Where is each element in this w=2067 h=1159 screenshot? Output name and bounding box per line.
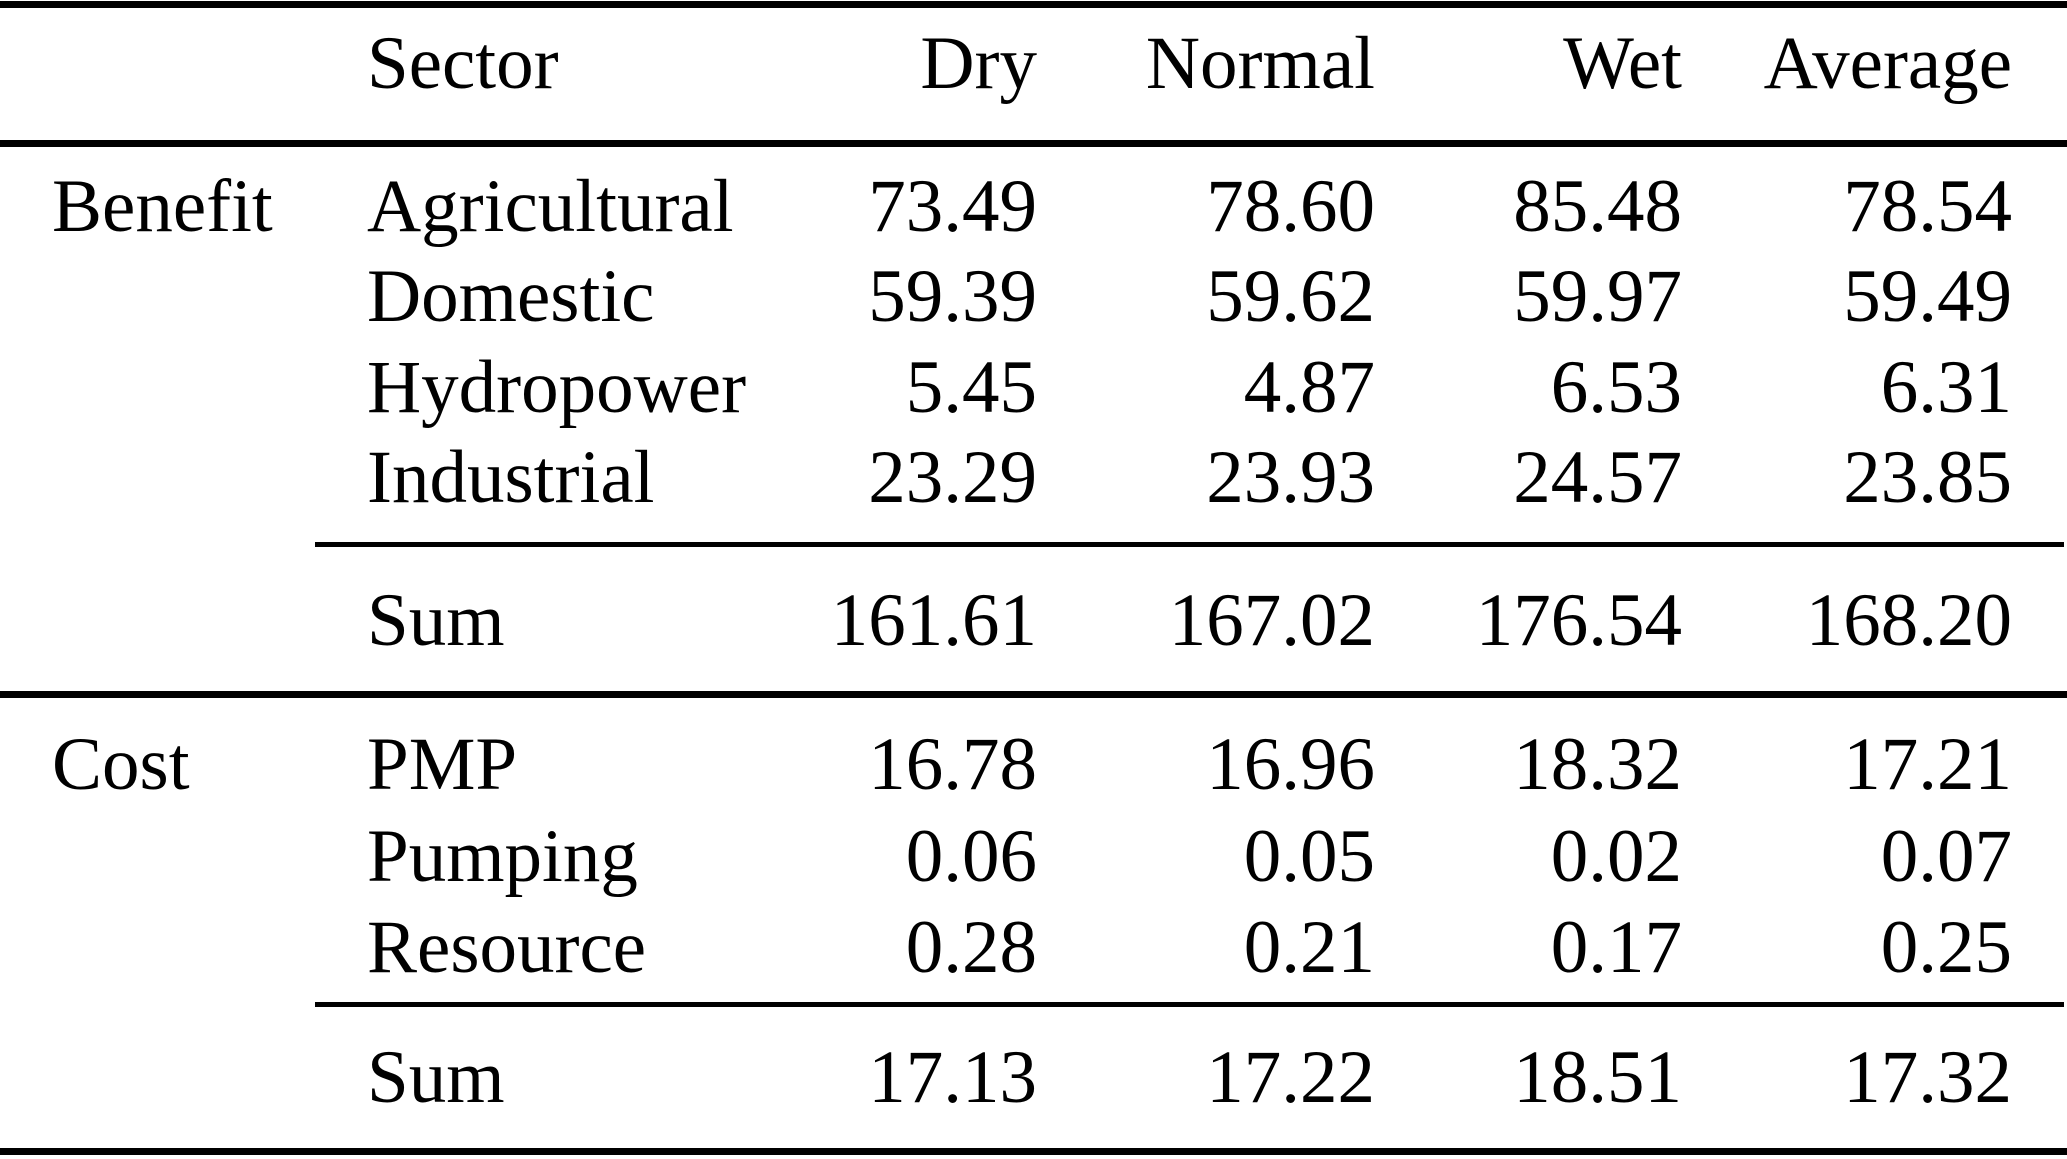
value-cell-wet: 18.32 <box>1513 722 1682 806</box>
sum-cell-average: 17.32 <box>1843 1035 2012 1119</box>
sector-cell: Hydropower <box>367 345 747 429</box>
header-normal: Normal <box>1145 21 1375 105</box>
table-row-pmp: Cost PMP 16.78 16.96 18.32 17.21 <box>0 719 2067 810</box>
value-cell-dry: 16.78 <box>868 722 1037 806</box>
table-row-domestic: Domestic 59.39 59.62 59.97 59.49 <box>0 251 2067 342</box>
value-cell-normal: 23.93 <box>1206 435 1375 519</box>
bottom-rule <box>0 1148 2067 1155</box>
sector-cell: Domestic <box>367 254 655 338</box>
value-cell-wet: 0.02 <box>1550 814 1682 898</box>
header-row: Sector Dry Normal Wet Average <box>0 18 2067 109</box>
value-cell-dry: 23.29 <box>868 435 1037 519</box>
header-sector: Sector <box>367 21 559 105</box>
value-cell-average: 0.25 <box>1880 905 2012 989</box>
section-divider-rule <box>0 691 2067 698</box>
sector-cell: PMP <box>367 722 518 806</box>
header-average: Average <box>1763 21 2012 105</box>
value-cell-normal: 4.87 <box>1243 345 1375 429</box>
value-cell-dry: 73.49 <box>868 164 1037 248</box>
header-rule <box>0 140 2067 147</box>
sum-cell-average: 168.20 <box>1805 578 2012 662</box>
sum-label: Sum <box>367 578 505 662</box>
table-row-industrial: Industrial 23.29 23.93 24.57 23.85 <box>0 432 2067 523</box>
value-cell-normal: 16.96 <box>1206 722 1375 806</box>
value-cell-normal: 78.60 <box>1206 164 1375 248</box>
sector-cell: Industrial <box>367 435 655 519</box>
group-label-benefit: Benefit <box>52 164 273 248</box>
sum-cell-dry: 17.13 <box>868 1035 1037 1119</box>
value-cell-wet: 59.97 <box>1513 254 1682 338</box>
table-row-resource: Resource 0.28 0.21 0.17 0.25 <box>0 902 2067 993</box>
top-rule <box>0 1 2067 8</box>
value-cell-average: 78.54 <box>1843 164 2012 248</box>
value-cell-wet: 24.57 <box>1513 435 1682 519</box>
value-cell-dry: 0.28 <box>905 905 1037 989</box>
sector-cell: Pumping <box>367 814 638 898</box>
value-cell-average: 23.85 <box>1843 435 2012 519</box>
value-cell-average: 17.21 <box>1843 722 2012 806</box>
value-cell-dry: 5.45 <box>905 345 1037 429</box>
table-row-pumping: Pumping 0.06 0.05 0.02 0.07 <box>0 811 2067 902</box>
value-cell-average: 0.07 <box>1880 814 2012 898</box>
table-row-benefit-sum: Sum 161.61 167.02 176.54 168.20 <box>0 575 2067 666</box>
table-row-agricultural: Benefit Agricultural 73.49 78.60 85.48 7… <box>0 161 2067 252</box>
sector-cell: Agricultural <box>367 164 734 248</box>
group-label-cost: Cost <box>52 722 190 806</box>
cost-sum-rule <box>315 1002 2064 1007</box>
value-cell-normal: 0.05 <box>1243 814 1375 898</box>
value-cell-wet: 6.53 <box>1550 345 1682 429</box>
sum-cell-normal: 167.02 <box>1168 578 1375 662</box>
value-cell-wet: 85.48 <box>1513 164 1682 248</box>
value-cell-average: 6.31 <box>1880 345 2012 429</box>
value-cell-normal: 0.21 <box>1243 905 1375 989</box>
value-cell-wet: 0.17 <box>1550 905 1682 989</box>
sum-cell-wet: 176.54 <box>1475 578 1682 662</box>
value-cell-normal: 59.62 <box>1206 254 1375 338</box>
sum-label: Sum <box>367 1035 505 1119</box>
table-row-cost-sum: Sum 17.13 17.22 18.51 17.32 <box>0 1032 2067 1123</box>
benefit-sum-rule <box>315 542 2064 547</box>
table-row-hydropower: Hydropower 5.45 4.87 6.53 6.31 <box>0 342 2067 433</box>
sum-cell-normal: 17.22 <box>1206 1035 1375 1119</box>
sector-cell: Resource <box>367 905 647 989</box>
value-cell-dry: 0.06 <box>905 814 1037 898</box>
sum-cell-dry: 161.61 <box>830 578 1037 662</box>
sum-cell-wet: 18.51 <box>1513 1035 1682 1119</box>
header-dry: Dry <box>920 21 1037 105</box>
header-wet: Wet <box>1563 21 1682 105</box>
value-cell-average: 59.49 <box>1843 254 2012 338</box>
value-cell-dry: 59.39 <box>868 254 1037 338</box>
